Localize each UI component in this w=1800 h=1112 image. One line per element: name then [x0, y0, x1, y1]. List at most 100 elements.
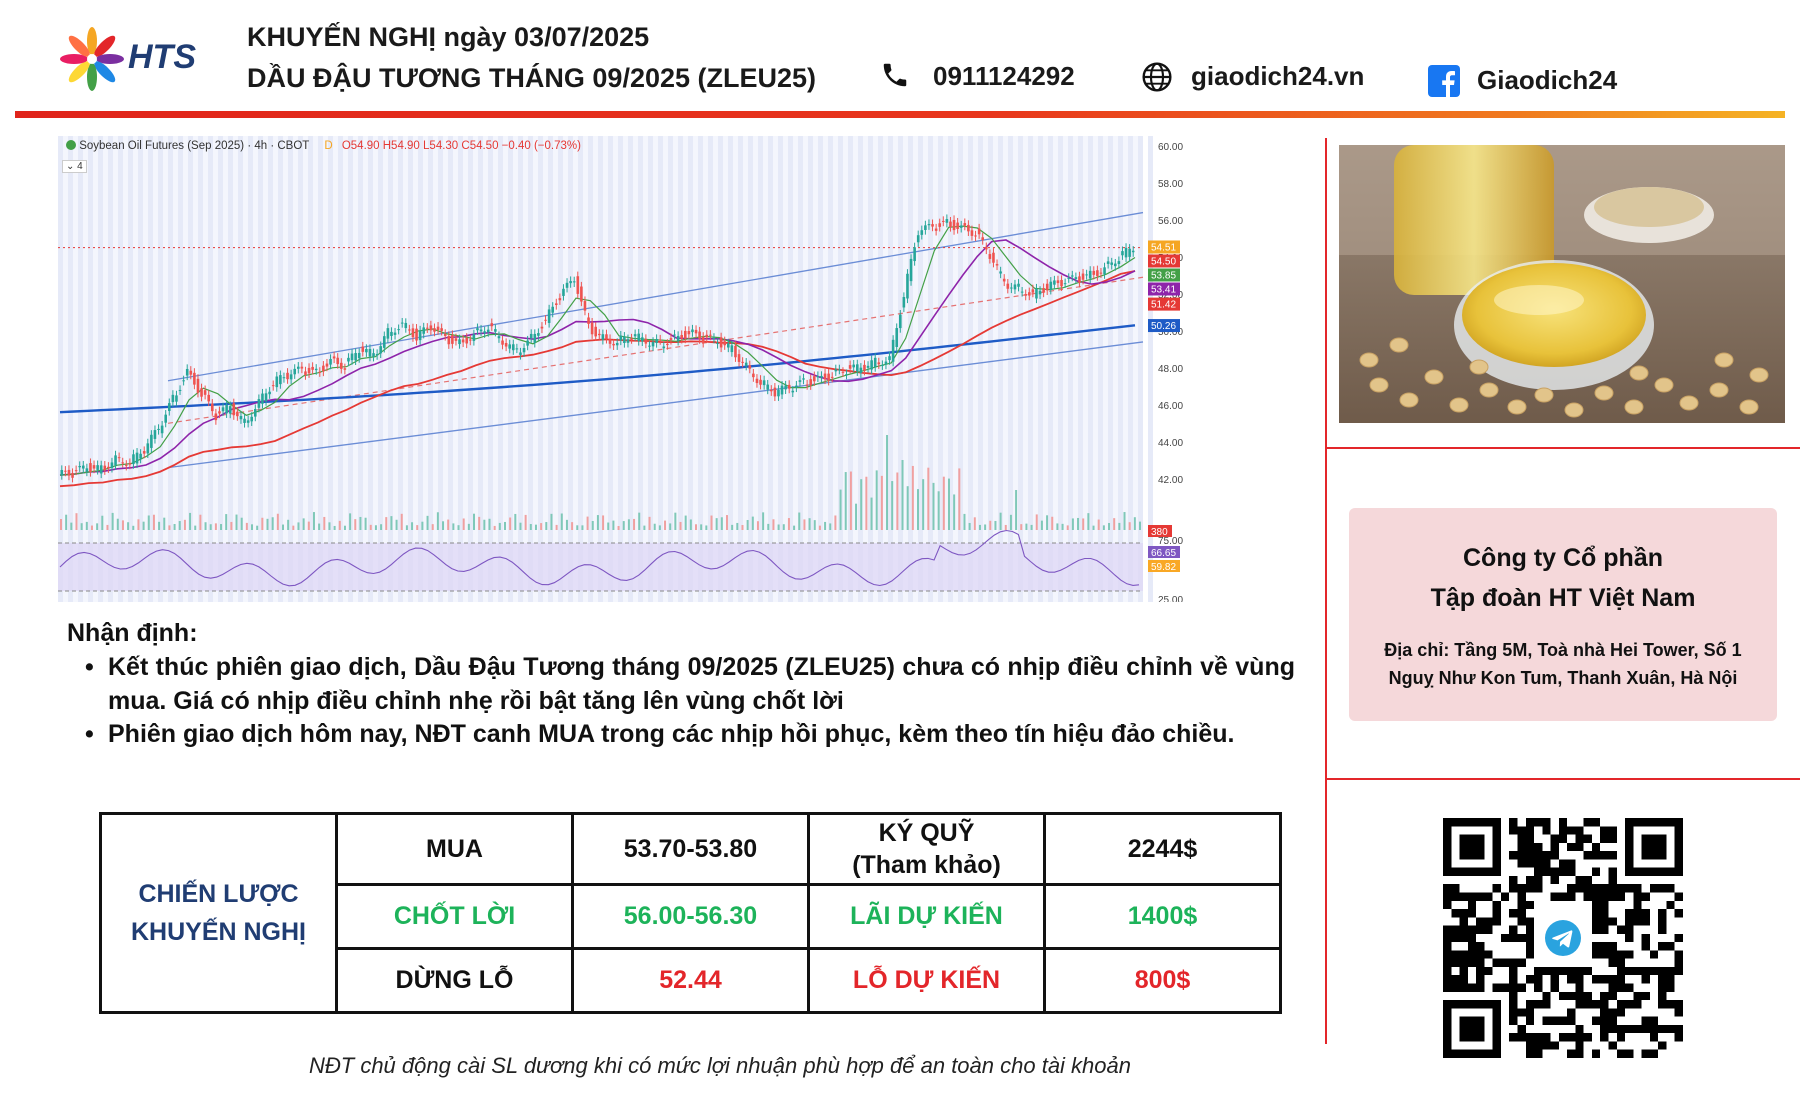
qr-module	[1550, 834, 1559, 843]
candle-body	[533, 333, 537, 343]
qr-module	[1608, 1024, 1617, 1034]
candle-body	[547, 309, 551, 323]
qr-module	[1649, 1033, 1659, 1042]
price-chart[interactable]: 60.0058.0056.0054.0052.0050.0048.0046.00…	[58, 136, 1320, 602]
session-band	[108, 136, 113, 602]
qr-module	[1443, 884, 1452, 893]
volume-bar	[793, 525, 796, 530]
candle-body	[834, 369, 838, 372]
soybean-oil-image	[1339, 145, 1785, 423]
candle-body	[1124, 247, 1128, 258]
candle-body	[1006, 283, 1010, 289]
rsi-label: 59.82	[1151, 562, 1176, 573]
qr-module	[1484, 892, 1493, 901]
session-band	[1088, 136, 1093, 602]
qr-module	[1600, 942, 1609, 951]
volume-bar	[751, 516, 754, 530]
qr-module	[1625, 950, 1634, 959]
candle-body	[795, 385, 798, 388]
candle-body	[135, 452, 139, 464]
volume-bar	[524, 514, 527, 530]
qr-module	[1509, 1016, 1518, 1025]
candle-body	[232, 403, 236, 416]
phone-number: 0911124292	[933, 61, 1075, 91]
qr-module	[1517, 892, 1526, 901]
volume-bar	[767, 523, 770, 530]
session-band	[688, 136, 693, 602]
volume-bar	[312, 512, 315, 530]
session-band	[958, 136, 963, 602]
candle-body	[1049, 281, 1053, 290]
volume-bar	[1004, 524, 1007, 530]
volume-bar	[891, 481, 894, 530]
qr-module	[1625, 983, 1634, 992]
volume-bar	[731, 524, 734, 530]
session-band	[768, 136, 773, 602]
candle-body	[669, 338, 673, 340]
qr-module	[1509, 826, 1518, 835]
telegram-qr-code[interactable]	[1443, 818, 1683, 1058]
qr-module	[1591, 851, 1601, 860]
margin-label-line2: (Tham khảo)	[852, 851, 1001, 879]
session-band	[388, 136, 393, 602]
qr-module	[1467, 983, 1477, 992]
qr-module	[1443, 900, 1452, 910]
qr-module	[1558, 867, 1568, 876]
candle-body	[461, 339, 465, 343]
session-band	[148, 136, 153, 602]
volume-bar	[488, 518, 491, 530]
volume-bar	[338, 520, 341, 530]
volume-bar	[658, 525, 661, 530]
qr-module	[1641, 909, 1650, 918]
soybean	[1739, 399, 1759, 415]
candle-body	[243, 418, 246, 423]
soybean	[1709, 382, 1729, 398]
volume-bar	[354, 519, 357, 530]
volume-bar	[855, 503, 858, 530]
candle-body	[214, 413, 218, 421]
candle-body	[236, 411, 239, 417]
volume-bar	[555, 524, 558, 530]
volume-bar	[782, 524, 785, 530]
company-address-line2: Nguỵ Như Kon Tum, Thanh Xuân, Hà Nội	[1388, 668, 1738, 688]
volume-bar	[917, 489, 920, 530]
candle-body	[988, 254, 992, 259]
soybean	[1714, 352, 1734, 368]
qr-module	[1443, 966, 1452, 976]
volume-bar	[1030, 524, 1033, 530]
candle-body	[253, 409, 257, 417]
volume-bar	[199, 514, 202, 530]
candle-body	[554, 303, 558, 306]
candle-body	[203, 390, 207, 395]
volume-bar	[302, 518, 305, 530]
qr-module	[1534, 842, 1543, 852]
candle-body	[662, 346, 666, 349]
candle-body	[1128, 248, 1131, 257]
candle-body	[619, 335, 623, 341]
candle-body	[268, 391, 271, 395]
candle-body	[1110, 262, 1114, 265]
section-divider-bottom	[1325, 778, 1800, 780]
volume-bar	[664, 520, 667, 530]
volume-bar	[989, 520, 992, 530]
qr-module	[1517, 1033, 1526, 1042]
qr-module	[1633, 1000, 1642, 1009]
soybean	[1534, 387, 1554, 403]
indicator-toggle[interactable]: ⌄ 4	[62, 160, 87, 173]
qr-module	[1575, 983, 1584, 992]
qr-module	[1583, 991, 1592, 1001]
volume-bar	[297, 522, 300, 530]
company-address-line1: Địa chỉ: Tầng 5M, Toà nhà Hei Tower, Số …	[1384, 640, 1742, 660]
volume-bar	[1123, 512, 1126, 530]
volume-bar	[571, 522, 574, 530]
soybean	[1424, 369, 1444, 385]
qr-module	[1608, 1041, 1617, 1050]
candle-body	[565, 282, 569, 288]
qr-module	[1476, 950, 1485, 959]
qr-module	[1467, 925, 1477, 934]
session-band	[348, 136, 353, 602]
candle-body	[952, 219, 956, 231]
qr-module	[1517, 1024, 1526, 1034]
qr-module	[1500, 892, 1510, 901]
qr-module	[1674, 909, 1683, 918]
